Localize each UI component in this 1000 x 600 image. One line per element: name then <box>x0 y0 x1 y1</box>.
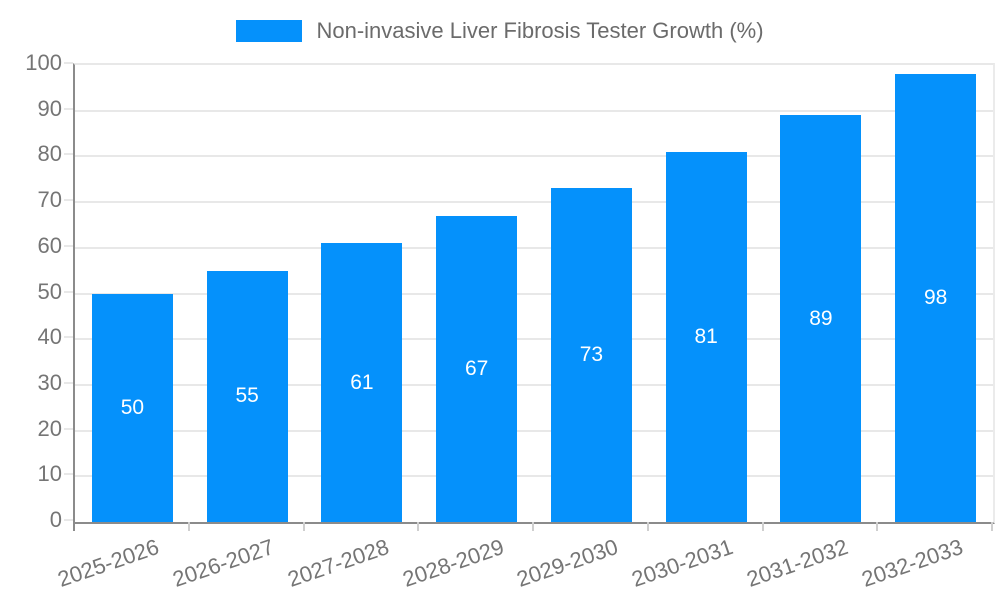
x-tick <box>302 522 305 531</box>
gridline <box>75 201 993 204</box>
gridline <box>75 475 993 478</box>
x-tick-label: 2030-2031 <box>628 534 737 592</box>
y-tick <box>64 62 73 64</box>
y-tick-label: 90 <box>37 95 62 121</box>
y-tick-label: 100 <box>25 50 62 75</box>
bar-value-label: 89 <box>809 306 833 330</box>
bar: 81 <box>665 151 747 522</box>
y-tick-label: 0 <box>49 507 62 532</box>
y-tick <box>64 381 73 384</box>
x-tick <box>761 522 764 531</box>
bar-value-label: 73 <box>579 343 604 367</box>
bar: 98 <box>895 74 977 522</box>
bar-value-label: 61 <box>350 370 374 394</box>
bar-value-label: 98 <box>923 286 948 310</box>
x-tick-label: 2031-2032 <box>743 534 852 592</box>
y-tick-label: 70 <box>37 187 62 213</box>
x-tick-label: 2027-2028 <box>284 534 393 592</box>
bar: 61 <box>321 243 403 522</box>
x-tick-label: 2029-2030 <box>513 534 622 592</box>
legend-item[interactable]: Non-invasive Liver Fibrosis Tester Growt… <box>236 18 764 44</box>
gridline <box>75 383 993 386</box>
x-tick <box>417 522 420 531</box>
y-tick-label: 50 <box>37 278 62 304</box>
gridline <box>75 155 993 158</box>
x-tick <box>532 522 534 531</box>
y-tick-label: 10 <box>37 461 62 487</box>
y-tick-label: 20 <box>37 415 62 441</box>
bar: 55 <box>206 270 288 522</box>
x-tick <box>876 522 879 531</box>
x-tick <box>73 522 75 531</box>
x-tick-label: 2028-2029 <box>399 534 507 592</box>
legend-swatch-icon <box>236 20 303 42</box>
x-tick <box>187 522 190 531</box>
x-tick-label: 2025-2026 <box>54 534 163 592</box>
bar: 89 <box>780 115 862 522</box>
x-tick-label: 2032-2033 <box>858 534 966 592</box>
y-tick <box>64 244 73 247</box>
y-tick <box>64 427 73 430</box>
y-tick-label: 40 <box>37 324 62 350</box>
y-tick <box>64 519 73 521</box>
legend-label: Non-invasive Liver Fibrosis Tester Growt… <box>316 18 764 43</box>
y-tick <box>64 336 73 339</box>
bar: 67 <box>436 215 518 522</box>
bar-value-label: 67 <box>464 356 489 380</box>
x-tick <box>991 522 993 531</box>
y-tick <box>64 153 73 156</box>
gridline <box>75 292 993 295</box>
gridline <box>75 109 993 112</box>
chart-legend: Non-invasive Liver Fibrosis Tester Growt… <box>0 18 1000 44</box>
y-tick-label: 80 <box>37 141 62 167</box>
y-tick <box>64 290 73 293</box>
bar-value-label: 55 <box>235 384 259 408</box>
y-tick <box>64 473 73 476</box>
gridline <box>75 338 993 341</box>
x-tick <box>646 522 649 531</box>
bar: 50 <box>91 293 173 522</box>
gridline <box>75 429 993 432</box>
y-tick <box>64 107 73 110</box>
y-tick-label: 60 <box>37 232 62 258</box>
x-tick-label: 2026-2027 <box>169 534 278 592</box>
bar-value-label: 50 <box>120 395 145 419</box>
bar-value-label: 81 <box>694 324 718 348</box>
gridline <box>75 246 993 249</box>
bar: 73 <box>550 188 632 522</box>
plot-area: 50 55 61 67 73 81 89 98 <box>73 63 995 524</box>
y-tick-label: 30 <box>37 369 62 395</box>
y-tick <box>64 199 73 202</box>
